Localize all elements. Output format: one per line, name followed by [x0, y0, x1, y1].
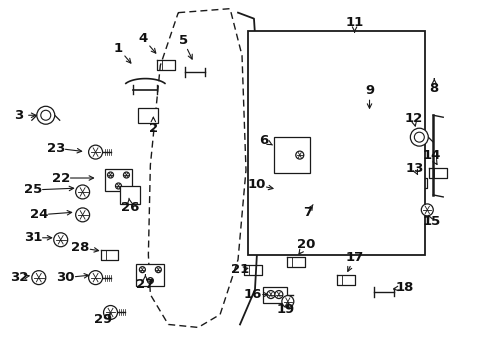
Text: 10: 10 — [248, 179, 266, 192]
Text: 13: 13 — [405, 162, 423, 175]
Circle shape — [107, 172, 114, 178]
Bar — [248, 31, 425, 255]
Circle shape — [155, 267, 161, 273]
Text: 2: 2 — [149, 122, 158, 135]
Text: 9: 9 — [365, 84, 374, 97]
Text: 1: 1 — [114, 42, 123, 55]
Circle shape — [75, 185, 90, 199]
Text: 22: 22 — [51, 171, 70, 185]
Circle shape — [103, 306, 118, 319]
Text: 30: 30 — [56, 271, 75, 284]
Circle shape — [140, 267, 146, 273]
Text: 17: 17 — [345, 251, 364, 264]
Circle shape — [89, 145, 102, 159]
Text: 4: 4 — [139, 32, 148, 45]
Text: 3: 3 — [14, 109, 24, 122]
Bar — [136, 264, 164, 285]
Text: 32: 32 — [10, 271, 28, 284]
Circle shape — [89, 271, 102, 285]
Bar — [121, 186, 141, 204]
Text: 6: 6 — [259, 134, 269, 147]
Text: 16: 16 — [244, 288, 262, 301]
Circle shape — [123, 172, 129, 178]
Bar — [263, 287, 287, 302]
Text: 29: 29 — [95, 313, 113, 326]
Circle shape — [415, 132, 424, 142]
Circle shape — [421, 204, 433, 216]
Text: 26: 26 — [121, 201, 140, 215]
Text: 28: 28 — [72, 241, 90, 254]
Text: 8: 8 — [430, 82, 439, 95]
Text: 25: 25 — [24, 184, 42, 197]
Text: 12: 12 — [404, 112, 422, 125]
Text: 19: 19 — [277, 303, 295, 316]
Circle shape — [41, 110, 51, 120]
Circle shape — [37, 106, 55, 124]
Text: 20: 20 — [296, 238, 315, 251]
Bar — [104, 169, 132, 191]
Circle shape — [296, 151, 304, 159]
Bar — [274, 137, 310, 173]
Circle shape — [410, 128, 428, 146]
Circle shape — [275, 291, 283, 298]
Text: 11: 11 — [345, 16, 364, 29]
Text: 15: 15 — [422, 215, 441, 228]
Circle shape — [54, 233, 68, 247]
Circle shape — [116, 183, 122, 189]
Circle shape — [267, 291, 275, 298]
Text: 5: 5 — [179, 34, 188, 47]
Text: 27: 27 — [136, 278, 154, 291]
Bar — [138, 108, 158, 123]
Circle shape — [75, 208, 90, 222]
Text: 14: 14 — [422, 149, 441, 162]
Text: 21: 21 — [231, 263, 249, 276]
Circle shape — [32, 271, 46, 285]
Text: 23: 23 — [47, 141, 65, 155]
Text: 7: 7 — [303, 206, 312, 219]
Text: 18: 18 — [395, 281, 414, 294]
Circle shape — [147, 278, 153, 284]
Text: 31: 31 — [24, 231, 42, 244]
Text: 24: 24 — [29, 208, 48, 221]
Circle shape — [282, 296, 294, 307]
